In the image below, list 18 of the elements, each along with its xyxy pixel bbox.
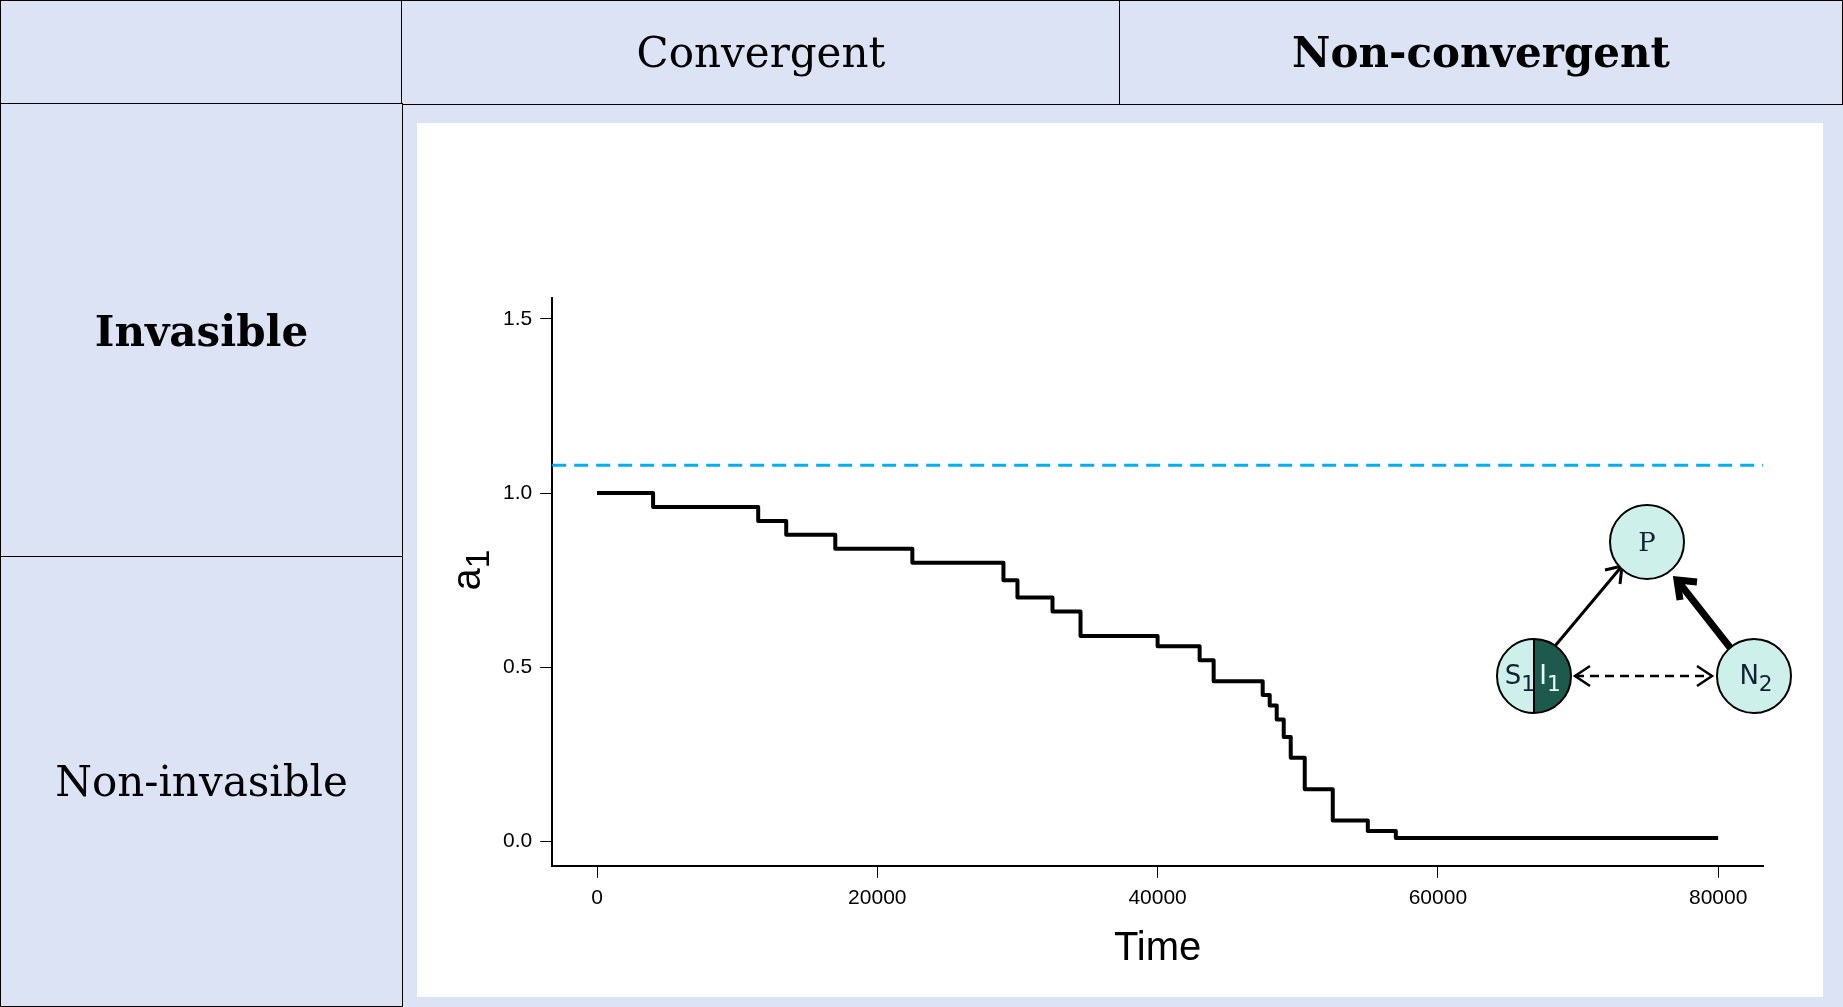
x-tick-label: 0 — [591, 885, 603, 909]
annotation: N$_{2}$ — [1739, 660, 1773, 696]
annotation: P — [1638, 527, 1656, 557]
y-tick-label: 1.5 — [502, 305, 533, 329]
x-tick-label: 40000 — [1128, 885, 1187, 909]
y-tick-label: 1.0 — [502, 479, 533, 503]
x-axis-title: Time — [1113, 924, 1202, 969]
y-tick-label: 0.0 — [502, 828, 533, 852]
text: Invasible — [94, 307, 309, 356]
x-tick-label: 60000 — [1408, 885, 1468, 909]
text: Non-convergent — [1292, 28, 1670, 77]
x-tick-label: 80000 — [1688, 885, 1748, 909]
annotation: I$_{1}$ — [1539, 660, 1561, 696]
annotation: S$_{1}$ — [1504, 660, 1536, 696]
text: Non-invasible — [55, 757, 348, 806]
y-tick-label: 0.5 — [502, 654, 533, 678]
x-tick-label: 20000 — [848, 885, 907, 909]
text: Convergent — [636, 28, 886, 77]
